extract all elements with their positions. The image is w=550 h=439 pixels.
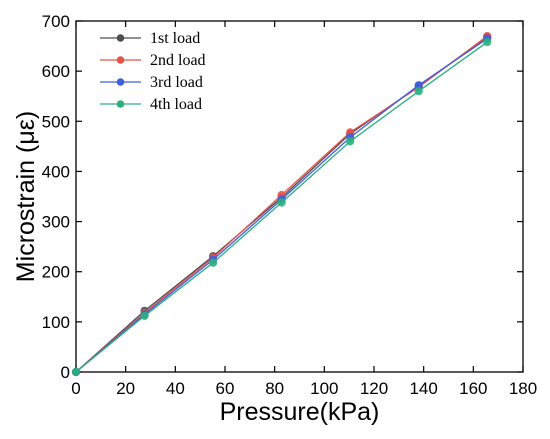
plot-area (75, 20, 524, 373)
legend-item-4: 4th load (100, 96, 202, 113)
legend-item-2: 2nd load (100, 52, 206, 69)
legend-marker (116, 56, 125, 64)
y-tick-label: 200 (42, 263, 70, 282)
data-point (208, 258, 218, 267)
x-tick-label: 180 (509, 379, 537, 398)
x-tick-label: 100 (310, 379, 338, 398)
legend-marker (116, 78, 125, 86)
legend-label: 1st load (150, 30, 200, 47)
series-layer (71, 31, 492, 377)
x-tick-label: 0 (71, 379, 80, 398)
series-line (75, 41, 488, 373)
x-tick-label: 60 (216, 379, 235, 398)
data-point (140, 311, 149, 320)
data-point (483, 37, 492, 47)
y-tick-label: 0 (61, 363, 70, 382)
legend-label: 3rd load (150, 74, 203, 91)
axis-ticks: 0 20 40 60 80 100 120 140 160 180 0 100 200 300 400 500… (42, 12, 538, 398)
x-tick-label: 20 (116, 379, 135, 398)
legend: 1st load 2nd load 3rd load 4th load (100, 30, 206, 113)
data-point (277, 198, 286, 207)
legend-marker (116, 34, 125, 42)
x-tick-label: 40 (166, 379, 185, 398)
legend-item-3: 3rd load (100, 74, 203, 91)
y-tick-label: 600 (42, 62, 70, 81)
legend-label: 4th load (150, 96, 202, 113)
x-tick-label: 140 (409, 379, 437, 398)
x-tick-label: 120 (360, 379, 388, 398)
legend-marker (116, 100, 125, 108)
x-axis-title: Pressure(kPa) (220, 398, 380, 426)
y-tick-label: 700 (42, 12, 70, 31)
legend-label: 2nd load (150, 52, 206, 69)
x-tick-label: 80 (265, 379, 284, 398)
y-axis-title: Microstrain (με) (12, 111, 40, 282)
x-tick-label: 160 (459, 379, 487, 398)
y-tick-label: 400 (42, 162, 70, 181)
y-tick-label: 300 (42, 213, 70, 232)
data-point (346, 137, 355, 146)
data-point (414, 87, 423, 96)
y-tick-label: 100 (42, 313, 70, 332)
y-tick-label: 500 (42, 112, 70, 131)
legend-item-1: 1st load (100, 30, 200, 47)
data-point (71, 367, 81, 377)
series-4 (71, 37, 492, 377)
plot-border (75, 20, 524, 373)
